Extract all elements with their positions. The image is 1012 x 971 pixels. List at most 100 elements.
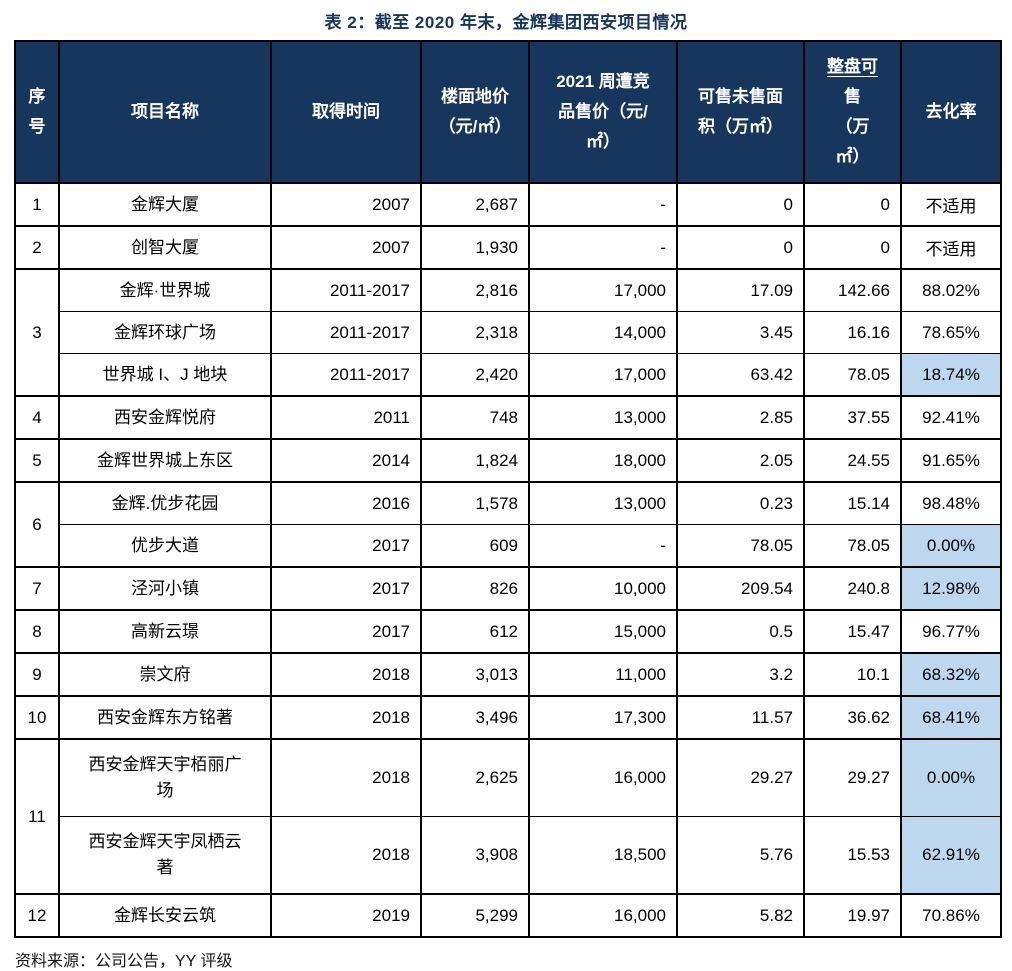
cell-time: 2016 bbox=[270, 481, 422, 525]
cell-unsold_area: 5.82 bbox=[676, 893, 805, 937]
cell-time: 2014 bbox=[270, 438, 422, 482]
header-line: ㎡） bbox=[835, 147, 870, 166]
cell-floor_price: 826 bbox=[420, 566, 530, 610]
cell-name: 金辉大厦 bbox=[58, 182, 272, 226]
table-row: 3 金辉·世界城 2011-2017 2,816 17,000 17.09 142.66 88… bbox=[14, 268, 1002, 396]
col-header-time: 取得时间 bbox=[270, 40, 422, 183]
table-row: 西安金辉天宇凤栖云著 2018 3,908 18,500 5.76 15.53 62.91% bbox=[15, 816, 1002, 894]
header-line: 积（万㎡） bbox=[698, 117, 783, 136]
cell-total_saleable: 15.47 bbox=[803, 609, 902, 653]
cell-unsold_area: 2.85 bbox=[676, 395, 805, 439]
cell-total_saleable: 142.66 bbox=[803, 268, 902, 312]
cell-unsold_area: 11.57 bbox=[676, 695, 805, 739]
cell-total_saleable: 15.53 bbox=[803, 816, 902, 894]
cell-comp_price: 14,000 bbox=[528, 311, 678, 354]
cell-name: 创智大厦 bbox=[58, 225, 272, 269]
cell-absorption: 68.32% bbox=[900, 652, 1002, 696]
table-row: 12 金辉长安云筑 2019 5,299 16,000 5.82 19.97 70.86% bbox=[14, 893, 1002, 937]
cell-unsold_area: 63.42 bbox=[676, 353, 805, 396]
cell-no: 11 bbox=[14, 738, 60, 894]
header-line: 号 bbox=[28, 117, 46, 136]
cell-time: 2018 bbox=[270, 652, 422, 696]
cell-floor_price: 2,625 bbox=[420, 738, 530, 817]
cell-no: 5 bbox=[14, 438, 60, 482]
table-body: 1 金辉大厦 2007 2,687-0 0 不适用 2 创智大厦 2007 1,930-0 0 不适用… bbox=[14, 182, 1002, 937]
col-header-floor_price: 楼面地价 （元/㎡） bbox=[420, 40, 530, 183]
cell-time: 2018 bbox=[270, 695, 422, 739]
header-line: ㎡） bbox=[586, 132, 620, 151]
col-header-comp_price: 2021 周遭竞 品售价（元/ ㎡） bbox=[528, 40, 678, 183]
col-header-total_saleable: 整盘可售 （万 ㎡） bbox=[803, 40, 902, 183]
cell-absorption: 78.65% bbox=[900, 311, 1002, 354]
table-row: 世界城 I、J 地块 2011-2017 2,420 17,000 63.42 78.05… bbox=[15, 353, 1002, 396]
table-header: 序号 项目名称 取得时间 楼面地价 （元/㎡） 2021 周遭竞 品售价（元/ ㎡） 可售未售面… bbox=[14, 40, 1002, 183]
cell-absorption: 不适用 bbox=[900, 182, 1002, 226]
cell-unsold_area: 0.5 bbox=[676, 609, 805, 653]
cell-floor_price: 5,299 bbox=[420, 893, 530, 937]
cell-floor_price: 3,496 bbox=[420, 695, 530, 739]
cell-comp_price: 16,000 bbox=[528, 893, 678, 937]
cell-floor_price: 3,908 bbox=[420, 816, 530, 894]
cell-floor_price: 748 bbox=[420, 395, 530, 439]
cell-comp_price: 16,000 bbox=[528, 738, 678, 817]
cell-no: 6 bbox=[14, 481, 60, 567]
col-header-no: 序号 bbox=[14, 40, 60, 183]
cell-absorption: 91.65% bbox=[900, 438, 1002, 482]
cell-unsold_area: 29.27 bbox=[676, 738, 805, 817]
table-row: 1 金辉大厦 2007 2,687-0 0 不适用 bbox=[14, 182, 1002, 226]
cell-total_saleable: 16.16 bbox=[803, 311, 902, 354]
header-line: 品售价（元/ bbox=[558, 102, 648, 121]
table-row: 金辉环球广场 2011-2017 2,318 14,000 3.45 16.16 78.65… bbox=[15, 311, 1002, 354]
cell-total_saleable: 24.55 bbox=[803, 438, 902, 482]
cell-time: 2017 bbox=[270, 524, 422, 567]
cell-no: 7 bbox=[14, 566, 60, 610]
cell-time: 2011 bbox=[270, 395, 422, 439]
cell-total_saleable: 10.1 bbox=[803, 652, 902, 696]
header-line: （元/㎡） bbox=[438, 117, 512, 136]
cell-time: 2018 bbox=[270, 738, 422, 817]
cell-floor_price: 2,420 bbox=[420, 353, 530, 396]
table-row: 5 金辉世界城上东区 2014 1,824 18,000 2.05 24.55 91.65% bbox=[14, 438, 1002, 482]
table-title: 表 2：截至 2020 年末，金辉集团西安项目情况 bbox=[324, 13, 688, 32]
cell-comp_price: 11,000 bbox=[528, 652, 678, 696]
cell-total_saleable: 78.05 bbox=[803, 524, 902, 567]
cell-time: 2007 bbox=[270, 225, 422, 269]
cell-floor_price: 612 bbox=[420, 609, 530, 653]
header-line: 序 bbox=[28, 87, 46, 106]
cell-comp_price: - bbox=[528, 225, 678, 269]
cell-name: 西安金辉天宇栢丽广场 bbox=[58, 738, 272, 817]
cell-total_saleable: 78.05 bbox=[803, 353, 902, 396]
cell-time: 2017 bbox=[270, 609, 422, 653]
cell-no: 9 bbox=[14, 652, 60, 696]
cell-comp_price: - bbox=[528, 182, 678, 226]
cell-no: 10 bbox=[14, 695, 60, 739]
source-note: 资料来源：公司公告，YY 评级 bbox=[15, 953, 233, 970]
cell-name: 金辉世界城上东区 bbox=[58, 438, 272, 482]
cell-name: 世界城 I、J 地块 bbox=[58, 353, 272, 396]
table-row: 8 高新云璟 2017 612 15,000 0.5 15.47 96.77% bbox=[14, 609, 1002, 653]
cell-no: 3 bbox=[14, 268, 60, 396]
cell-comp_price: 13,000 bbox=[528, 395, 678, 439]
cell-floor_price: 609 bbox=[420, 524, 530, 567]
cell-name: 金辉环球广场 bbox=[58, 311, 272, 354]
cell-time: 2017 bbox=[270, 566, 422, 610]
cell-absorption: 68.41% bbox=[900, 695, 1002, 739]
cell-absorption: 92.41% bbox=[900, 395, 1002, 439]
cell-absorption: 不适用 bbox=[900, 225, 1002, 269]
cell-name: 泾河小镇 bbox=[58, 566, 272, 610]
cell-comp_price: 18,000 bbox=[528, 438, 678, 482]
cell-name: 崇文府 bbox=[58, 652, 272, 696]
header-line: 去化率 bbox=[925, 102, 977, 121]
cell-unsold_area: 3.2 bbox=[676, 652, 805, 696]
cell-absorption: 62.91% bbox=[900, 816, 1002, 894]
cell-total_saleable: 0 bbox=[803, 225, 902, 269]
table-row: 11 西安金辉天宇栢丽广场 2018 2,625 16,000 29.27 29.27 0.0… bbox=[14, 738, 1002, 894]
cell-absorption: 0.00% bbox=[900, 524, 1002, 567]
table-row: 6 金辉.优步花园 2016 1,578 13,000 0.23 15.14 98.48% bbox=[14, 481, 1002, 567]
cell-comp_price: 17,000 bbox=[528, 353, 678, 396]
cell-unsold_area: 209.54 bbox=[676, 566, 805, 610]
header-line: 整盘可 bbox=[827, 57, 878, 76]
cell-floor_price: 1,824 bbox=[420, 438, 530, 482]
cell-time: 2007 bbox=[270, 182, 422, 226]
cell-total_saleable: 36.62 bbox=[803, 695, 902, 739]
